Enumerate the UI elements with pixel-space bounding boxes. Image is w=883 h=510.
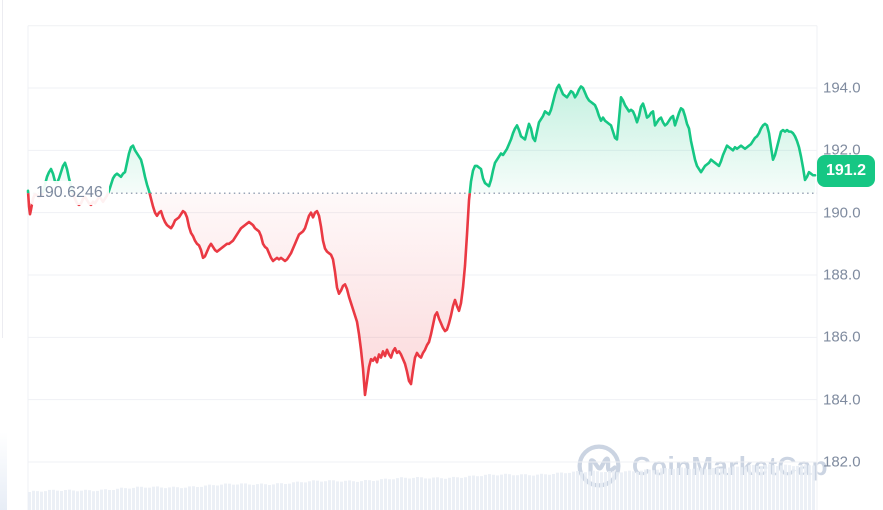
page-edge-line: [2, 0, 3, 338]
area-fill-down: [28, 193, 815, 395]
last-price-badge: 191.2: [817, 155, 876, 187]
price-line-up: [26, 83, 817, 194]
page-corner-shade: [0, 432, 7, 510]
price-line-down: [26, 193, 472, 397]
volume-bars: [28, 464, 815, 510]
area-fill-up: [28, 84, 815, 194]
baseline-price-label: 190.6246: [30, 181, 109, 205]
